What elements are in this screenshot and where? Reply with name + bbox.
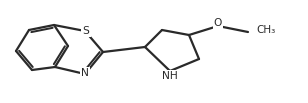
Text: S: S [83,26,89,36]
Text: CH₃: CH₃ [256,25,275,35]
Text: N: N [81,68,89,78]
Text: NH: NH [162,71,178,81]
Text: O: O [214,18,222,28]
